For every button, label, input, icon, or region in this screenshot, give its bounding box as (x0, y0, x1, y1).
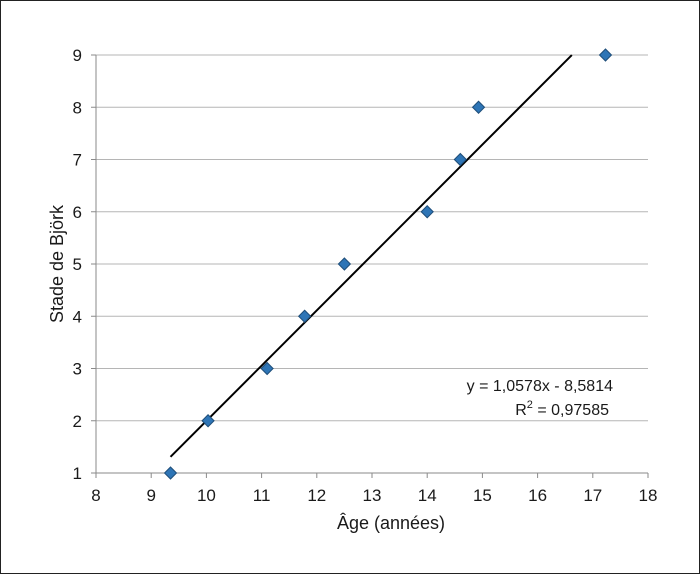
trendline-equation: y = 1,0578x - 8,5814 (467, 378, 613, 395)
r-squared-value: = 0,97585 (533, 402, 609, 419)
x-tick-labels: 8 9 10 11 12 13 14 15 16 17 18 (91, 486, 657, 505)
x-tick-label-1: 9 (146, 486, 155, 505)
trendline (169, 54, 573, 458)
data-point-1 (201, 414, 215, 428)
r-squared-exponent: 2 (527, 399, 533, 411)
y-tick-label-6: 7 (73, 151, 82, 170)
y-tick-label-7: 8 (73, 98, 82, 117)
data-point-5 (420, 205, 434, 219)
data-points (163, 48, 613, 480)
x-tick-label-0: 8 (91, 486, 100, 505)
y-tick-label-2: 3 (73, 360, 82, 379)
x-tick-label-4: 12 (307, 486, 326, 505)
data-point-3 (297, 309, 312, 323)
y-tick-label-5: 6 (73, 203, 82, 222)
axes (91, 54, 649, 478)
data-point-8 (598, 48, 613, 62)
data-point-0 (163, 466, 178, 480)
x-tick-label-9: 17 (583, 486, 602, 505)
data-point-2 (260, 361, 274, 376)
r-squared-label: R2 = 0,97585 (515, 399, 609, 419)
y-tick-label-0: 1 (73, 464, 82, 483)
y-axis-label: Stade de Björk (47, 204, 67, 323)
grid-lines (96, 54, 648, 422)
x-tick-label-5: 13 (363, 486, 382, 505)
x-tick-label-8: 16 (528, 486, 547, 505)
x-tick-label-10: 18 (639, 486, 658, 505)
data-point-4 (337, 257, 352, 271)
data-point-6 (453, 152, 468, 167)
trendline-group (169, 54, 573, 458)
y-tick-label-8: 9 (73, 46, 82, 65)
y-tick-label-4: 5 (73, 255, 82, 274)
x-axis-label: Âge (années) (337, 513, 445, 533)
y-tick-label-3: 4 (73, 307, 82, 326)
r-squared-symbol: R (515, 402, 527, 419)
x-tick-label-7: 15 (473, 486, 492, 505)
y-tick-labels: 1 2 3 4 5 6 7 8 9 (73, 46, 82, 483)
y-tick-label-1: 2 (73, 412, 82, 431)
x-tick-label-2: 10 (197, 486, 216, 505)
data-point-7 (471, 100, 486, 114)
x-tick-label-6: 14 (418, 486, 437, 505)
x-tick-label-3: 11 (253, 486, 271, 505)
